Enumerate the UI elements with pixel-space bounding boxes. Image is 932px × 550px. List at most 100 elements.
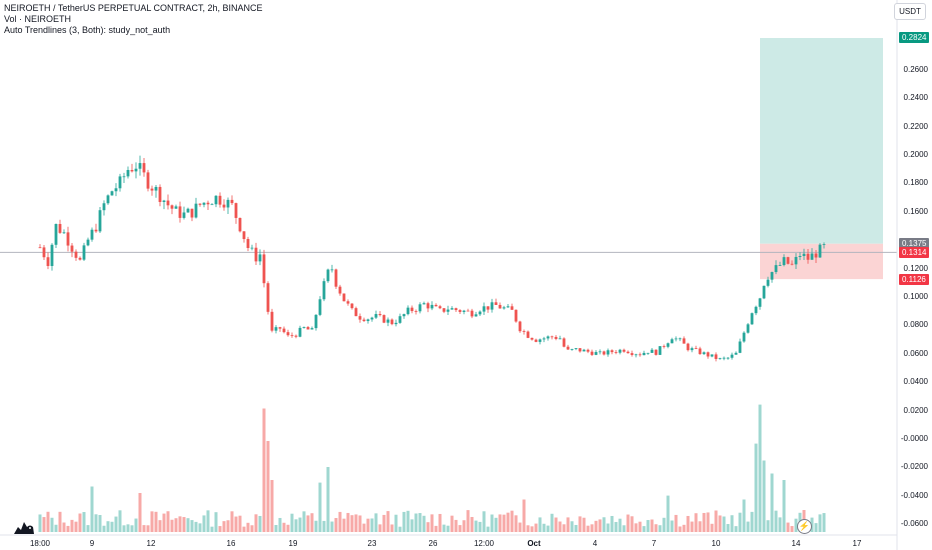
price-axis-label: -0.0000: [900, 434, 928, 443]
volume-bar: [482, 511, 486, 532]
volume-bar: [330, 521, 334, 532]
currency-button[interactable]: USDT: [894, 3, 926, 20]
volume-bar: [702, 512, 706, 532]
volume-indicator-label[interactable]: Vol · NEIROETH: [4, 14, 72, 24]
volume-bar: [670, 520, 674, 532]
volume-bar: [310, 513, 314, 532]
stop-price-tag: 0.1126: [899, 273, 929, 285]
volume-bar: [74, 521, 78, 532]
tradingview-logo-icon[interactable]: [12, 518, 36, 536]
volume-bar: [530, 526, 534, 532]
volume-bar: [258, 515, 262, 532]
volume-bar: [406, 510, 410, 532]
candle-body: [222, 204, 226, 208]
candle-body: [406, 307, 410, 315]
volume-bar: [562, 524, 566, 532]
target-zone[interactable]: [760, 37, 883, 244]
stop-zone[interactable]: [760, 243, 883, 280]
lightning-icon[interactable]: ⚡: [797, 519, 812, 534]
candle-body: [234, 203, 238, 218]
candle-body: [718, 358, 722, 360]
volume-bar: [362, 523, 366, 532]
candle-body: [62, 232, 66, 234]
candle-body: [454, 308, 458, 311]
volume-bar: [598, 519, 602, 532]
candle-body: [622, 349, 626, 352]
volume-bar: [742, 499, 746, 532]
volume-bar: [658, 525, 662, 532]
trendlines-indicator-label[interactable]: Auto Trendlines (3, Both): study_not_aut…: [4, 25, 171, 35]
volume-bar: [718, 515, 722, 532]
volume-bar: [666, 495, 670, 532]
candle-body: [650, 349, 654, 353]
candle-body: [110, 191, 114, 196]
volume-bar: [726, 524, 730, 532]
candle-body: [74, 251, 78, 258]
volume-bar: [794, 518, 798, 532]
volume-bar: [546, 525, 550, 532]
candle-body: [114, 188, 118, 192]
candle-body: [118, 176, 122, 189]
volume-bar: [722, 516, 726, 532]
volume-bar: [674, 514, 678, 532]
volume-bar: [402, 511, 406, 532]
volume-bar: [682, 524, 686, 532]
volume-bar: [382, 514, 386, 532]
volume-bar: [374, 513, 378, 532]
candle-body: [262, 254, 266, 284]
candle-body: [678, 338, 682, 340]
volume-bar: [358, 515, 362, 532]
volume-bar: [478, 521, 482, 532]
candle-body: [662, 346, 666, 347]
volume-bar: [86, 525, 90, 532]
candle-body: [602, 351, 606, 355]
volume-bar: [646, 520, 650, 532]
candle-body: [814, 253, 818, 258]
volume-bar: [150, 511, 154, 532]
price-axis-label: 0.1600: [903, 206, 928, 216]
candle-body: [70, 245, 74, 252]
candle-body: [378, 314, 382, 316]
candle-body: [690, 348, 694, 351]
candle-body: [462, 310, 466, 312]
volume-bar: [230, 511, 234, 532]
candle-body: [614, 352, 618, 353]
volume-bar: [274, 525, 278, 532]
symbol-title[interactable]: NEIROETH / TetherUS PERPETUAL CONTRACT, …: [4, 3, 263, 13]
volume-bar: [98, 515, 102, 532]
volume-bar: [106, 521, 110, 532]
candle-body: [402, 314, 406, 317]
candle-body: [674, 338, 678, 340]
volume-bar: [490, 514, 494, 532]
volume-bar: [730, 515, 734, 532]
price-axis-label: 0.1000: [903, 292, 928, 301]
candle-body: [770, 272, 774, 280]
candle-body: [166, 200, 170, 206]
candle-body: [574, 348, 578, 350]
volume-bar: [542, 523, 546, 532]
volume-bar: [166, 511, 170, 532]
price-axis-label: 0.0400: [903, 377, 928, 387]
candle-body: [82, 245, 86, 260]
candle-body: [530, 337, 534, 340]
volume-bar: [586, 525, 590, 532]
volume-bar: [422, 515, 426, 532]
volume-bar: [62, 522, 66, 532]
candle-body: [474, 314, 478, 317]
volume-bar: [538, 517, 542, 532]
volume-bar: [58, 511, 62, 532]
candle-body: [122, 176, 126, 178]
candle-body: [550, 336, 554, 338]
volume-bar: [262, 408, 266, 532]
volume-bar: [498, 514, 502, 532]
candle-body: [38, 247, 42, 249]
volume-bar: [298, 517, 302, 532]
candle-body: [722, 357, 726, 359]
candle-body: [66, 232, 70, 246]
volume-bar: [518, 522, 522, 532]
candle-body: [458, 310, 462, 312]
volume-bar: [154, 511, 158, 532]
candle-body: [286, 332, 290, 336]
candle-body: [634, 354, 638, 356]
